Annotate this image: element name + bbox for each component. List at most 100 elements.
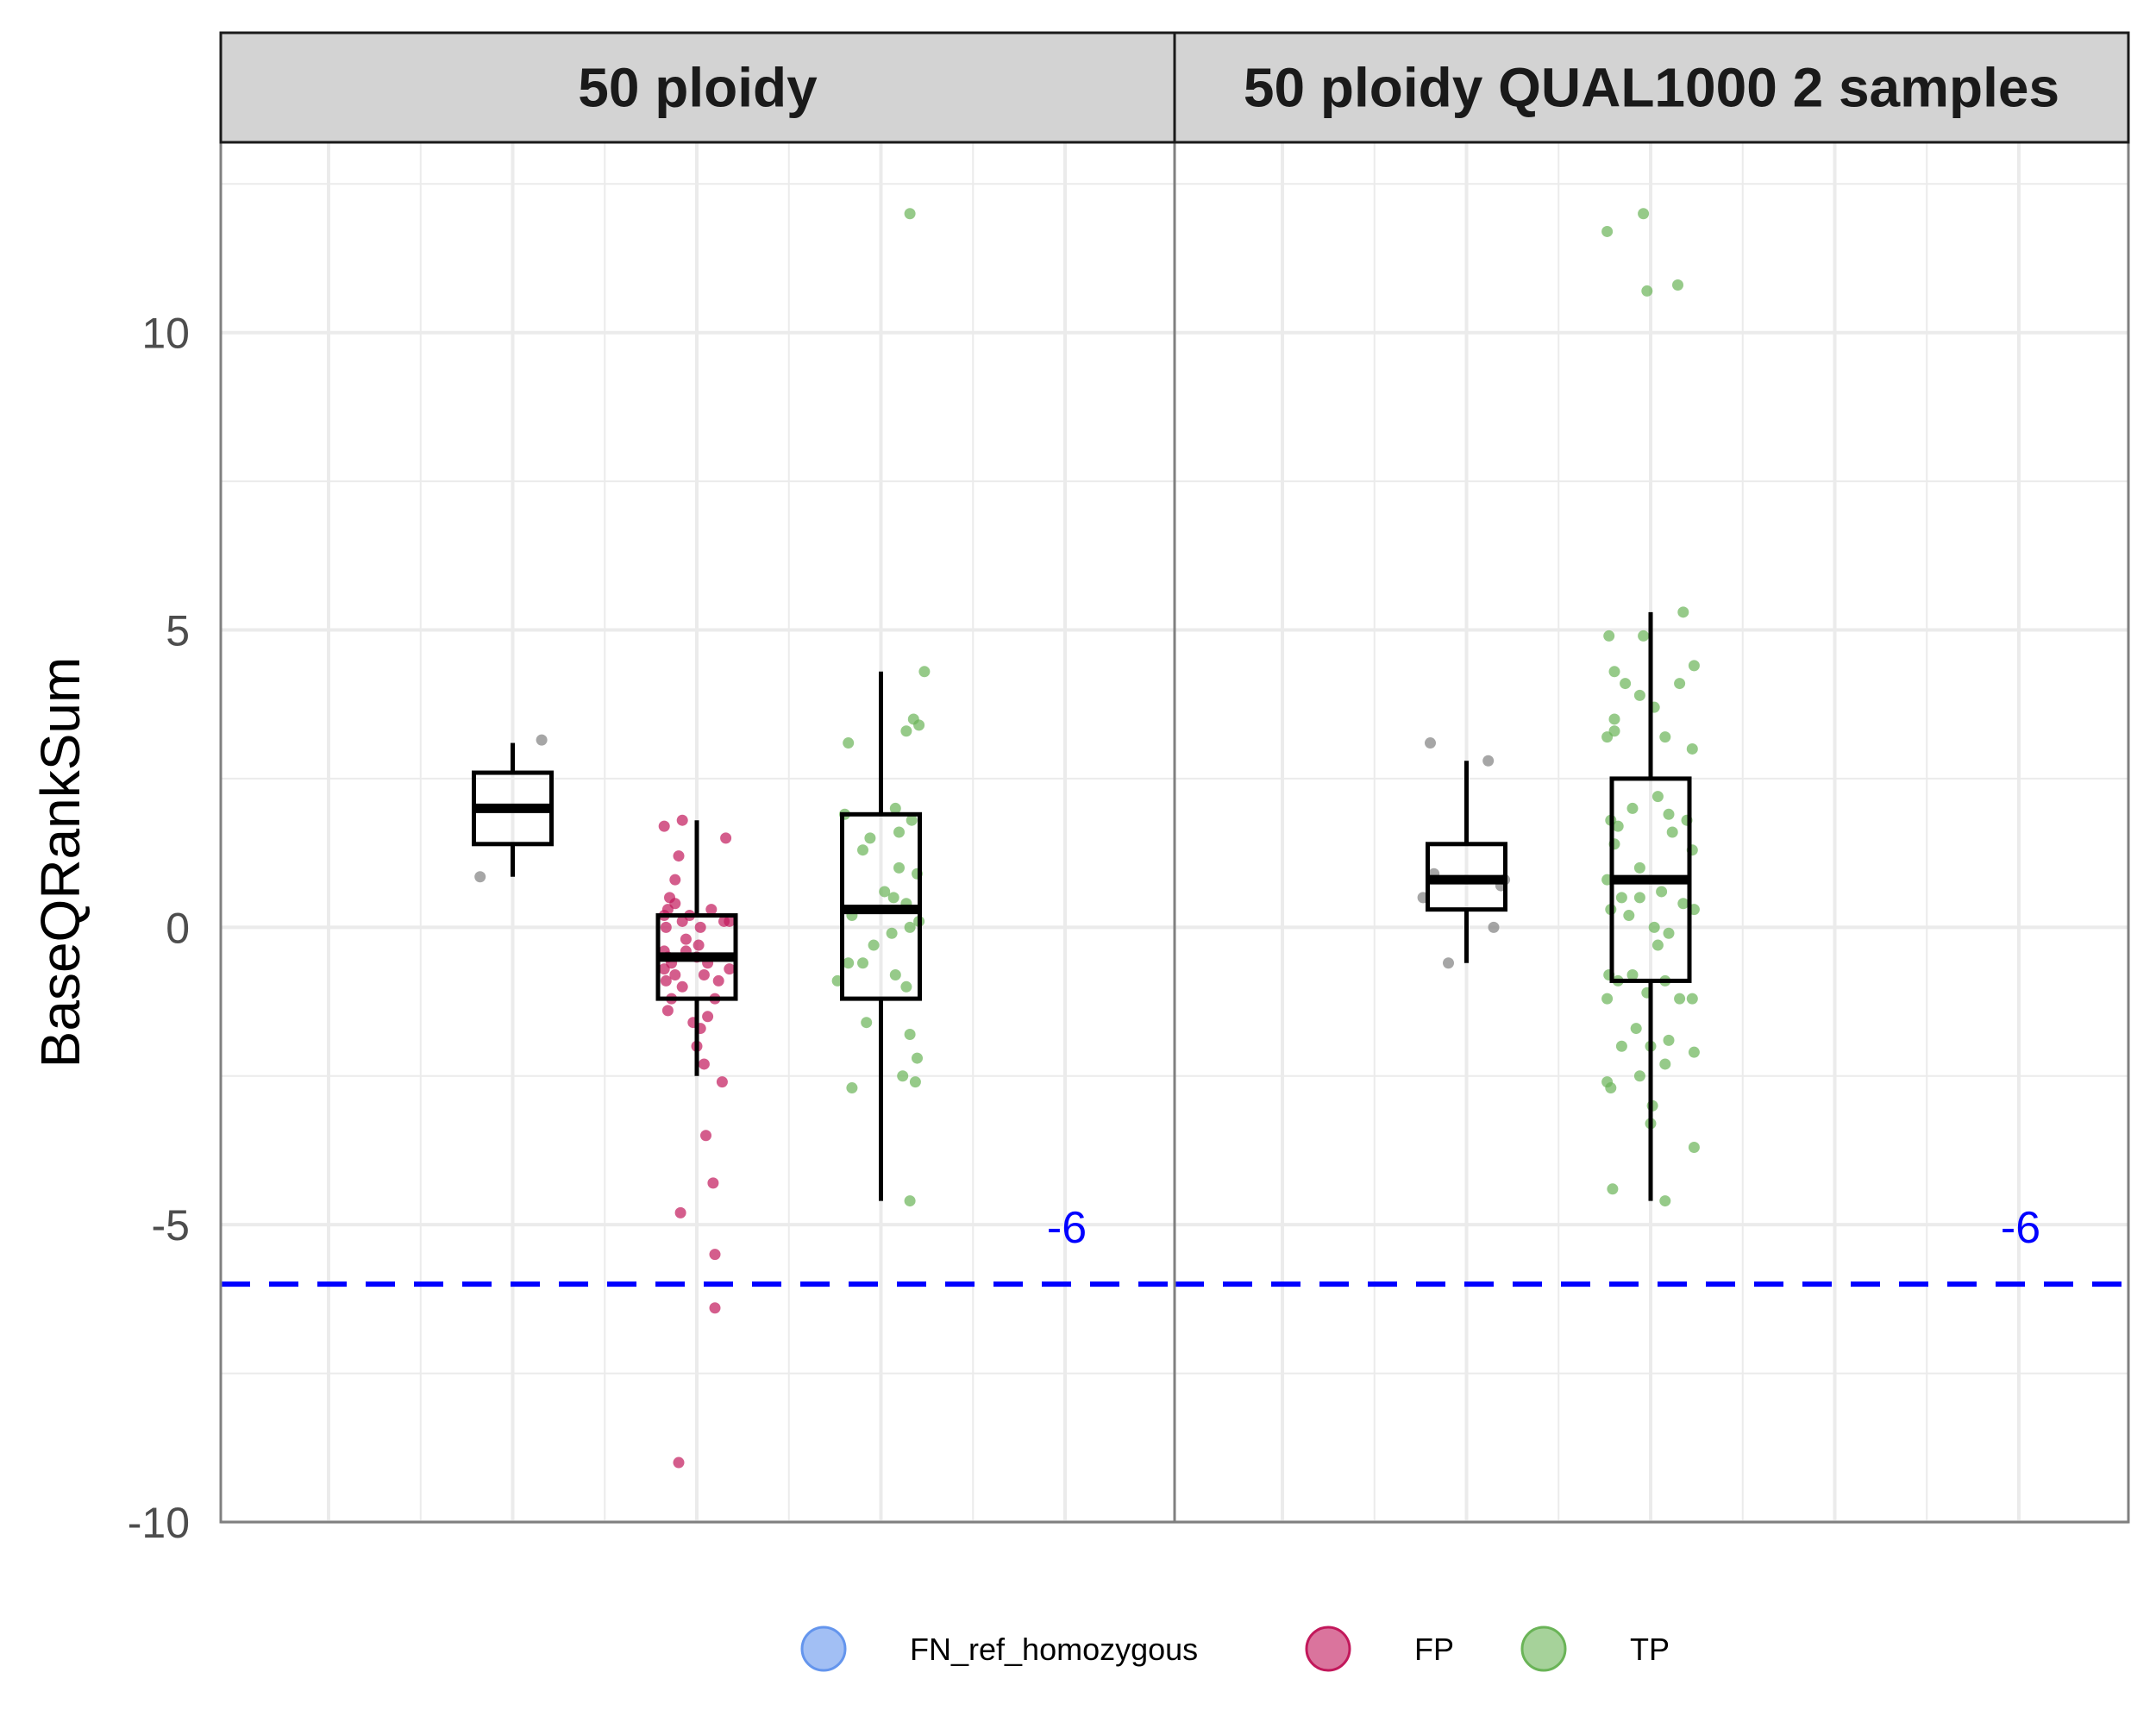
y-axis-title: BaseQRankSum [29,657,91,1068]
data-point [1663,927,1675,939]
data-point [1638,630,1650,642]
data-point [1488,921,1500,933]
data-point [1686,742,1698,755]
data-point [904,1195,916,1207]
data-point [1688,660,1700,672]
data-point [712,974,724,987]
data-point [1641,285,1653,297]
data-point [904,1028,916,1040]
legend-item-tp: TP [1520,1626,1670,1672]
legend-key [1520,1626,1567,1672]
data-point [1612,820,1624,832]
data-point [673,1456,685,1469]
data-point [900,980,912,993]
data-point [1630,1023,1642,1035]
data-point [1686,993,1698,1005]
data-point [724,915,736,927]
data-point [700,1130,711,1142]
data-point [1603,630,1615,642]
facet-strip [1173,31,2130,144]
data-point [904,921,916,933]
data-point [680,933,692,945]
group-tp [1601,208,1700,1207]
data-point [1659,1195,1671,1207]
data-point [1482,755,1495,767]
legend-item-fn-ref-homozygous: FN_ref_homozygous [800,1626,1198,1672]
legend-key [1305,1626,1351,1672]
data-point [709,1249,721,1261]
data-point [1656,886,1668,898]
reference-line-label: -6 [2001,1203,2040,1253]
data-point [1615,1040,1627,1052]
data-point [889,969,901,981]
group-tp [831,208,931,1207]
data-point [1443,957,1454,969]
panel-1: -6 50 ploidy [219,31,1176,1524]
data-point [1688,1046,1700,1058]
data-point [900,725,912,737]
legend-label: TP [1630,1632,1670,1667]
data-point [1601,993,1614,1005]
y-tick-label: 10 [141,310,190,358]
data-point [698,969,710,981]
legend: FN_ref_homozygous FP TP [800,1626,1670,1672]
data-point [720,832,732,844]
data-point [698,1058,710,1070]
data-point [694,921,706,933]
group-fp [655,814,738,1469]
facet-strip-label: 50 ploidy [578,57,818,119]
y-tick-label: 5 [166,607,190,655]
data-point [474,871,486,883]
data-point [1688,1142,1700,1154]
data-point [1601,225,1614,237]
data-point [1677,606,1689,618]
data-point [887,892,899,904]
data-point [1648,921,1660,933]
data-point [702,1011,714,1023]
legend-label: FP [1414,1632,1454,1667]
data-point [893,826,905,838]
data-point [864,832,876,844]
data-point [1623,910,1635,922]
data-point [1663,808,1675,820]
panels-layer: -6 50 ploidy -6 50 ploidy QUAL1000 2 sample… [128,31,2130,1547]
data-point [1659,1058,1671,1070]
data-point [716,1076,728,1088]
legend-key [800,1626,847,1672]
data-point [674,1206,686,1218]
data-point [868,939,880,951]
data-point [1651,939,1664,951]
data-point [1663,1034,1675,1046]
data-point [1605,1082,1617,1094]
data-point [918,666,931,678]
y-tick-label: 0 [166,904,190,952]
data-point [693,939,705,951]
data-point [724,963,736,975]
data-point [709,1302,721,1314]
data-point [843,737,855,749]
data-point [673,850,685,862]
data-point [913,719,925,731]
data-point [536,734,548,746]
legend-label: FN_ref_homozygous [910,1632,1198,1667]
data-point [912,1052,923,1064]
group-na [1417,737,1511,969]
panel-2: -6 50 ploidy QUAL1000 2 samples [1173,31,2130,1524]
data-point [886,927,898,939]
data-point [1608,666,1620,678]
data-point [658,820,670,832]
group-na [472,734,554,883]
data-point [660,921,672,933]
data-point [660,974,672,987]
data-point [676,814,688,826]
data-point [1674,993,1686,1005]
data-point [1626,969,1639,981]
data-point [1633,689,1645,701]
data-point [1659,731,1671,743]
data-point [669,874,681,886]
data-point [1633,1070,1645,1082]
data-point [705,904,718,916]
y-tick-label: -5 [152,1201,190,1250]
